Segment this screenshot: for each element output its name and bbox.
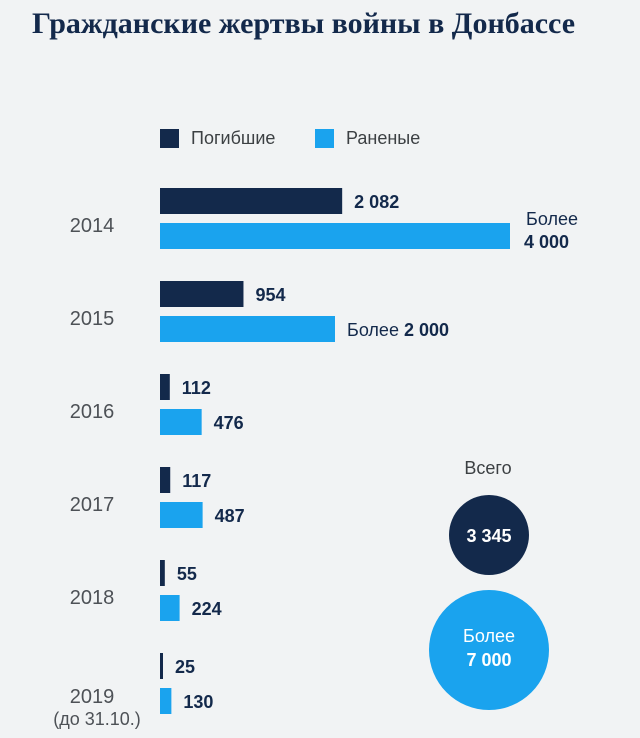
legend-swatch-killed [160, 128, 179, 148]
wounded-value-label-2015: Более 2 000 [347, 320, 449, 340]
wounded-value-label-2014-prefix: Более [526, 209, 578, 229]
wounded-bar-2018 [160, 595, 180, 621]
category-label-2017: 2017 [70, 494, 115, 516]
killed-bar-2018 [160, 560, 165, 586]
wounded-bar-2019 [160, 688, 172, 714]
category-label-2014: 2014 [70, 215, 115, 237]
killed-value-label-2017: 117 [182, 471, 211, 491]
killed-bar-2017 [160, 467, 171, 493]
chart-title: Гражданские жертвы войны в Донбассе [32, 7, 576, 40]
killed-value-label-2018: 55 [177, 564, 197, 584]
killed-bar-2015 [160, 281, 244, 307]
killed-bar-2019 [160, 653, 163, 679]
category-label-2019: 2019 [70, 686, 115, 708]
wounded-bar-2017 [160, 502, 203, 528]
total-wounded-prefix: Более [463, 626, 515, 646]
category-label-2015: 2015 [70, 308, 115, 330]
legend-swatch-wounded [315, 128, 334, 148]
total-killed-value: 3 345 [466, 526, 511, 546]
killed-value-label-2015: 954 [255, 285, 285, 305]
wounded-value-label-2018: 224 [192, 599, 222, 619]
legend-item-wounded: Раненые [315, 126, 420, 150]
total-killed-circle [449, 495, 529, 575]
wounded-bar-2016 [160, 409, 202, 435]
killed-value-label-2014: 2 082 [354, 192, 399, 212]
legend-item-killed: Погибшие [160, 126, 275, 150]
category-note-2019: (до 31.10.) [53, 709, 141, 729]
killed-value-label-2019: 25 [175, 657, 195, 677]
category-label-2018: 2018 [70, 587, 115, 609]
wounded-bar-2014 [160, 223, 510, 249]
totals-caption: Всего [464, 458, 511, 478]
total-wounded-circle [429, 590, 549, 710]
wounded-value-label-2019: 130 [183, 692, 213, 712]
wounded-value-label-2014: 4 000 [524, 232, 569, 252]
killed-value-label-2016: 112 [182, 378, 211, 398]
total-wounded-value: 7 000 [466, 650, 511, 670]
killed-bar-2016 [160, 374, 170, 400]
wounded-value-label-2016: 476 [214, 413, 244, 433]
category-label-2016: 2016 [70, 401, 115, 423]
legend-label-killed: Погибшие [191, 127, 276, 148]
wounded-bar-2015 [160, 316, 335, 342]
killed-bar-2014 [160, 188, 343, 214]
wounded-value-label-2017: 487 [215, 506, 245, 526]
legend-label-wounded: Раненые [346, 127, 421, 148]
